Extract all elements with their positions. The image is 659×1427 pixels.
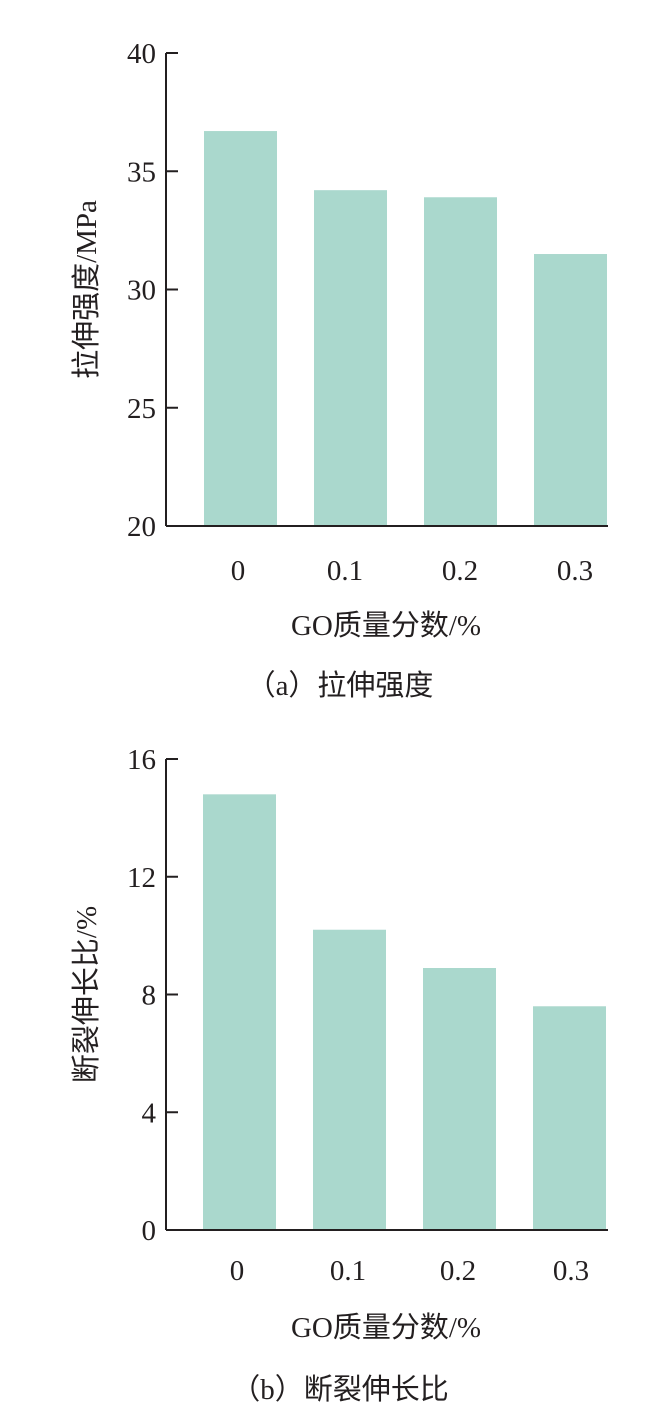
y-axis-title: 断裂伸长比/% xyxy=(70,906,103,1083)
bar-0.3 xyxy=(533,1006,606,1230)
y-axis-title: 拉伸强度/MPa xyxy=(70,200,103,379)
y-tick-label: 25 xyxy=(127,393,156,425)
bar-chart-elongation-ratio: 0 4 8 12 16 0 0.1 0.2 0.3 GO质量分数/% 断裂伸长比/% （b）断裂伸长比 xyxy=(70,744,608,1406)
chart-panel-b: 0 4 8 12 16 0 0.1 0.2 0.3 GO质量分数/% 断裂伸长比/% （b）断裂伸长比 xyxy=(0,710,659,1427)
x-tick-label: 0 xyxy=(231,555,246,587)
x-tick-label: 0.3 xyxy=(557,555,593,587)
bar-0.1 xyxy=(314,190,387,527)
bar-0 xyxy=(203,794,276,1230)
y-tick-label: 4 xyxy=(142,1097,157,1129)
y-tick-label: 20 xyxy=(127,511,156,543)
bar-0.2 xyxy=(424,197,497,526)
bar-0.2 xyxy=(423,968,496,1230)
bar-0 xyxy=(204,131,277,527)
x-tick-label: 0.1 xyxy=(330,1255,366,1287)
x-axis-title: GO质量分数/% xyxy=(291,609,481,642)
chart-caption: （b）断裂伸长比 xyxy=(231,1373,449,1406)
bar-0.3 xyxy=(534,254,607,526)
bar-chart-tensile-strength: 20 25 30 35 40 0 0.1 0.2 0.3 GO质量分数/% 拉伸强度/MPa （a）拉… xyxy=(70,38,608,702)
x-tick-label: 0.2 xyxy=(442,555,478,587)
chart-panel-a: 20 25 30 35 40 0 0.1 0.2 0.3 GO质量分数/% 拉伸强度/MPa （a）拉… xyxy=(0,0,659,710)
y-tick-label: 30 xyxy=(127,275,156,307)
x-tick-label: 0.2 xyxy=(440,1255,476,1287)
y-tick-label: 0 xyxy=(142,1215,157,1247)
x-tick-label: 0 xyxy=(230,1255,245,1287)
x-tick-label: 0.3 xyxy=(553,1255,589,1287)
y-tick-label: 8 xyxy=(142,980,157,1012)
x-axis-title: GO质量分数/% xyxy=(291,1311,481,1344)
chart-caption: （a）拉伸强度 xyxy=(247,669,434,702)
y-tick-label: 16 xyxy=(127,744,156,776)
bar-0.1 xyxy=(313,929,386,1230)
y-tick-label: 12 xyxy=(127,862,156,894)
x-tick-label: 0.1 xyxy=(327,555,363,587)
y-tick-label: 40 xyxy=(127,38,156,70)
y-tick-label: 35 xyxy=(127,156,156,188)
